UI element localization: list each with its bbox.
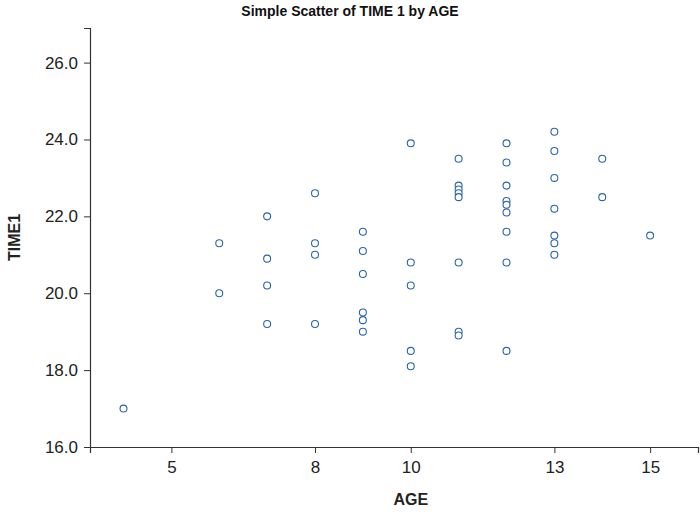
y-tick-mark bbox=[84, 293, 90, 294]
point bbox=[312, 321, 319, 328]
point bbox=[503, 209, 510, 216]
point bbox=[551, 232, 558, 239]
y-tick: 22.0 bbox=[45, 207, 90, 226]
point bbox=[264, 282, 271, 289]
y-tick-label: 22.0 bbox=[45, 207, 78, 226]
point bbox=[503, 182, 510, 189]
x-tick-label: 8 bbox=[311, 458, 320, 477]
point bbox=[120, 405, 127, 412]
y-tick: 26.0 bbox=[45, 54, 90, 73]
y-tick-label: 26.0 bbox=[45, 54, 78, 73]
point bbox=[407, 140, 414, 147]
point bbox=[359, 228, 366, 235]
x-tick-label: 13 bbox=[545, 458, 564, 477]
y-tick-label: 18.0 bbox=[45, 361, 78, 380]
point bbox=[455, 194, 462, 201]
y-tick-mark bbox=[84, 139, 90, 140]
y-axis: 16.0 18.0 20.0 22.0 24.0 26.0 bbox=[45, 29, 91, 457]
point bbox=[647, 232, 654, 239]
point bbox=[599, 194, 606, 201]
point bbox=[359, 317, 366, 324]
point bbox=[503, 259, 510, 266]
point bbox=[551, 240, 558, 247]
point bbox=[312, 251, 319, 258]
x-tick-label: 5 bbox=[167, 458, 176, 477]
point bbox=[407, 282, 414, 289]
y-tick: 18.0 bbox=[45, 361, 90, 380]
x-tick-mark bbox=[315, 447, 316, 453]
x-tick-mark bbox=[554, 447, 555, 453]
point bbox=[359, 328, 366, 335]
point bbox=[551, 205, 558, 212]
point bbox=[407, 259, 414, 266]
point bbox=[455, 155, 462, 162]
point bbox=[455, 332, 462, 339]
point bbox=[264, 213, 271, 220]
y-tick-label: 20.0 bbox=[45, 284, 78, 303]
x-tick: 15 bbox=[641, 447, 660, 477]
point bbox=[359, 247, 366, 254]
points bbox=[120, 128, 654, 412]
point bbox=[407, 347, 414, 354]
point bbox=[312, 240, 319, 247]
title: Simple Scatter of TIME 1 by AGE bbox=[241, 3, 458, 19]
y-tick: 16.0 bbox=[45, 438, 90, 457]
point bbox=[551, 251, 558, 258]
point bbox=[503, 201, 510, 208]
point bbox=[312, 190, 319, 197]
x-tick-mark bbox=[171, 447, 172, 453]
y-tick: 24.0 bbox=[45, 130, 90, 149]
point bbox=[407, 363, 414, 370]
x-axis: 5 8 10 13 15 bbox=[91, 447, 699, 477]
x-tick: 13 bbox=[545, 447, 564, 477]
point bbox=[264, 255, 271, 262]
point bbox=[264, 321, 271, 328]
y-tick-mark bbox=[84, 63, 90, 64]
y-tick-mark bbox=[84, 216, 90, 217]
point bbox=[503, 347, 510, 354]
y-tick-label: 16.0 bbox=[45, 438, 78, 457]
x-tick: 10 bbox=[402, 447, 421, 477]
point bbox=[599, 155, 606, 162]
y-axis-title: TIME1 bbox=[6, 214, 23, 261]
y-tick-mark bbox=[84, 370, 90, 371]
point bbox=[455, 259, 462, 266]
x-tick: 8 bbox=[311, 447, 320, 477]
x-axis-title: AGE bbox=[393, 491, 428, 508]
point bbox=[216, 290, 223, 297]
point bbox=[359, 271, 366, 278]
x-tick-mark bbox=[650, 447, 651, 453]
chart: 5 8 10 13 15 16.0 18.0 20.0 22.0 24.0 26.0 Simple S… bbox=[0, 0, 700, 513]
point bbox=[551, 174, 558, 181]
point bbox=[503, 228, 510, 235]
point bbox=[503, 140, 510, 147]
y-axis-line bbox=[84, 29, 91, 448]
x-axis-line bbox=[91, 448, 699, 454]
x-tick-label: 10 bbox=[402, 458, 421, 477]
point bbox=[359, 309, 366, 316]
y-tick: 20.0 bbox=[45, 284, 90, 303]
x-tick: 5 bbox=[167, 447, 176, 477]
x-tick-mark bbox=[411, 447, 412, 453]
y-tick-label: 24.0 bbox=[45, 130, 78, 149]
x-tick-label: 15 bbox=[641, 458, 660, 477]
plot-area: 5 8 10 13 15 16.0 18.0 20.0 22.0 24.0 26.0 bbox=[45, 29, 699, 478]
point bbox=[551, 128, 558, 135]
point bbox=[216, 240, 223, 247]
point bbox=[503, 159, 510, 166]
point bbox=[551, 148, 558, 155]
y-tick-mark bbox=[84, 447, 90, 448]
